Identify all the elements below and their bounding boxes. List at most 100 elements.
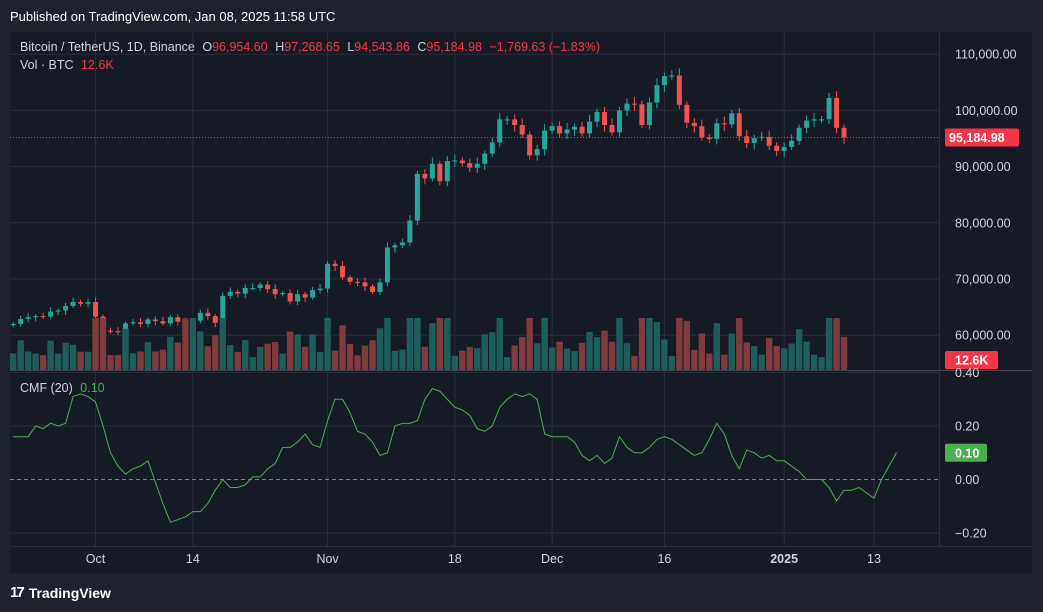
candle-body[interactable] (145, 319, 151, 324)
candle-body[interactable] (504, 119, 510, 121)
candle-body[interactable] (661, 76, 667, 86)
candle-body[interactable] (160, 321, 166, 324)
candle-body[interactable] (205, 312, 211, 317)
candle-body[interactable] (407, 220, 413, 243)
symbol-name[interactable]: Bitcoin / TetherUS, 1D, Binance (20, 40, 195, 54)
candle-body[interactable] (325, 263, 331, 289)
candle-body[interactable] (55, 310, 61, 312)
candle-body[interactable] (759, 136, 765, 138)
candle-body[interactable] (684, 104, 690, 123)
candle-body[interactable] (108, 330, 114, 332)
candle-body[interactable] (85, 302, 91, 304)
candle-body[interactable] (751, 137, 757, 143)
candle-body[interactable] (130, 322, 136, 324)
candle-body[interactable] (721, 123, 727, 125)
candle-body[interactable] (804, 120, 810, 128)
candle-body[interactable] (512, 119, 518, 126)
candle-body[interactable] (355, 281, 361, 283)
candle-body[interactable] (152, 319, 158, 322)
candle-body[interactable] (489, 142, 495, 154)
candle-body[interactable] (414, 173, 420, 221)
candle-body[interactable] (587, 121, 593, 134)
candle-body[interactable] (714, 123, 720, 140)
candle-body[interactable] (122, 323, 128, 332)
candle-body[interactable] (699, 126, 705, 138)
candle-body[interactable] (227, 291, 233, 296)
cmf-label[interactable]: CMF (20) (20, 381, 73, 395)
candle-body[interactable] (362, 282, 368, 287)
candle-body[interactable] (384, 247, 390, 283)
candle-body[interactable] (609, 125, 615, 133)
candle-body[interactable] (317, 288, 323, 291)
candle-body[interactable] (287, 293, 293, 302)
candle-body[interactable] (250, 287, 256, 289)
candle-body[interactable] (332, 263, 338, 267)
candle-body[interactable] (676, 75, 682, 105)
candle-body[interactable] (422, 173, 428, 179)
candle-body[interactable] (594, 112, 600, 122)
candle-body[interactable] (579, 126, 585, 134)
candle-body[interactable] (399, 242, 405, 246)
candle-body[interactable] (744, 136, 750, 143)
candle-body[interactable] (602, 112, 608, 126)
candle-body[interactable] (452, 160, 458, 162)
candle-body[interactable] (826, 98, 832, 120)
candle-body[interactable] (377, 282, 383, 292)
candle-body[interactable] (197, 312, 203, 321)
candle-body[interactable] (834, 98, 840, 128)
candle-body[interactable] (302, 294, 308, 298)
candle-body[interactable] (340, 266, 346, 278)
candle-body[interactable] (437, 163, 443, 182)
candle-body[interactable] (429, 163, 435, 179)
candle-body[interactable] (272, 289, 278, 295)
volume-label[interactable]: Vol · BTC (20, 58, 74, 72)
candle-body[interactable] (347, 277, 353, 282)
candle-body[interactable] (631, 103, 637, 105)
candle-body[interactable] (78, 302, 84, 304)
candle-body[interactable] (474, 163, 480, 168)
candle-body[interactable] (654, 85, 660, 103)
candle-body[interactable] (212, 316, 218, 323)
candle-body[interactable] (639, 104, 645, 126)
candle-body[interactable] (841, 127, 847, 138)
candle-body[interactable] (175, 317, 181, 322)
candle-body[interactable] (235, 291, 241, 294)
candle-body[interactable] (549, 126, 555, 131)
tradingview-logo-icon[interactable]: 17 (10, 584, 25, 601)
candle-body[interactable] (616, 110, 622, 133)
candle-body[interactable] (63, 305, 69, 311)
candle-body[interactable] (729, 113, 735, 125)
candle-body[interactable] (482, 153, 488, 164)
candle-body[interactable] (444, 160, 450, 182)
candle-body[interactable] (519, 125, 525, 135)
candle-body[interactable] (25, 317, 31, 319)
candle-body[interactable] (257, 284, 263, 288)
candle-body[interactable] (527, 134, 533, 156)
candle-body[interactable] (265, 284, 271, 290)
candle-body[interactable] (167, 317, 173, 324)
candle-body[interactable] (70, 302, 76, 306)
candle-body[interactable] (392, 245, 398, 248)
candle-body[interactable] (706, 137, 712, 140)
candle-body[interactable] (534, 149, 540, 156)
candle-body[interactable] (137, 322, 143, 324)
candle-body[interactable] (819, 119, 825, 121)
candle-body[interactable] (467, 163, 473, 168)
candle-body[interactable] (115, 331, 121, 333)
chart-panel[interactable] (10, 32, 1032, 573)
candle-body[interactable] (10, 323, 16, 326)
candle-body[interactable] (459, 160, 465, 164)
candle-body[interactable] (669, 75, 675, 77)
candle-body[interactable] (572, 126, 578, 130)
candle-body[interactable] (736, 113, 742, 137)
candle-body[interactable] (295, 294, 301, 302)
candle-body[interactable] (789, 140, 795, 147)
candle-body[interactable] (811, 119, 817, 121)
candle-body[interactable] (33, 316, 39, 318)
candle-body[interactable] (774, 145, 780, 151)
brand-name[interactable]: TradingView (28, 584, 111, 601)
cmf-series-line[interactable] (13, 387, 897, 523)
candle-body[interactable] (40, 316, 46, 318)
candle-body[interactable] (796, 127, 802, 141)
